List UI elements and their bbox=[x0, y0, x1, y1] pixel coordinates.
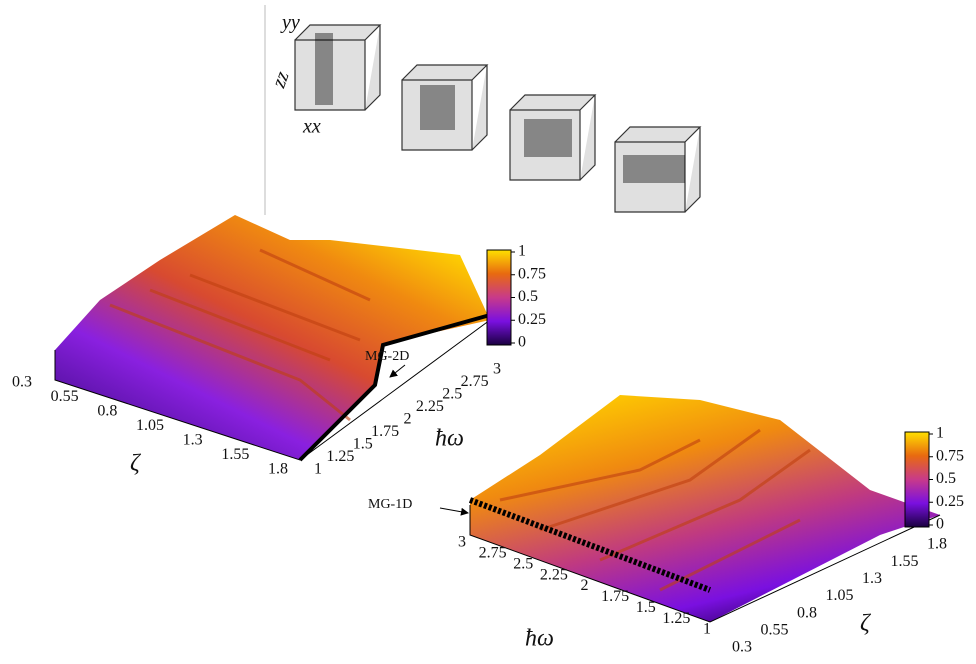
tick-label: 3 bbox=[458, 534, 466, 551]
colorbar bbox=[487, 250, 511, 345]
tick-label: 2.25 bbox=[416, 398, 444, 415]
tick-label: 0.55 bbox=[761, 622, 789, 639]
tick-label: 0.8 bbox=[97, 403, 117, 420]
tick-label: 2.75 bbox=[461, 373, 489, 390]
tick-label: 1.8 bbox=[268, 461, 288, 478]
colorbar-label: 0.75 bbox=[518, 265, 546, 282]
tick-label: 2 bbox=[581, 577, 589, 594]
tick-label: 1.75 bbox=[371, 423, 399, 440]
axis-label: ζ bbox=[860, 611, 872, 637]
tick-label: 1.55 bbox=[891, 553, 919, 570]
tick-label: 3 bbox=[493, 361, 501, 378]
colorbar-label: 1 bbox=[936, 425, 944, 442]
tick-label: 1.05 bbox=[136, 417, 164, 434]
colorbar-label: 0 bbox=[518, 334, 526, 351]
tick-label: 1.25 bbox=[662, 610, 690, 627]
tick-label: 1.8 bbox=[927, 536, 947, 553]
tick-label: 1 bbox=[703, 621, 711, 638]
tick-label: 1.75 bbox=[601, 588, 629, 605]
axis-label: ħω bbox=[525, 626, 554, 652]
colorbar-label: 0.25 bbox=[518, 311, 546, 328]
tick-label: 1.5 bbox=[353, 436, 373, 453]
tick-label: 1.5 bbox=[636, 599, 656, 616]
tick-label: 2.5 bbox=[442, 386, 462, 403]
tick-label: 1.55 bbox=[221, 446, 249, 463]
tick-label: 1.05 bbox=[826, 587, 854, 604]
colorbar bbox=[905, 432, 929, 527]
arrow bbox=[390, 365, 405, 377]
cubes bbox=[295, 25, 700, 212]
axis-label: ħω bbox=[435, 426, 464, 452]
colorbar-label: 0.5 bbox=[518, 288, 538, 305]
arrow bbox=[440, 508, 468, 513]
tick-label: 2.25 bbox=[540, 566, 568, 583]
tick-label: 2.5 bbox=[513, 555, 533, 572]
inset-label: zz bbox=[267, 68, 293, 91]
tick-label: 1.3 bbox=[862, 570, 882, 587]
tick-label: 0.3 bbox=[12, 374, 32, 391]
tick-label: 1.3 bbox=[183, 432, 203, 449]
colorbar-label: 0.5 bbox=[936, 470, 956, 487]
tick-label: 2.75 bbox=[479, 545, 507, 562]
axis-label: ζ bbox=[130, 451, 142, 477]
annotation: MG-2D bbox=[365, 349, 409, 364]
colorbar-label: 0 bbox=[936, 516, 944, 533]
figure: yy zz xx MG-2D MG-1D ζ ħω ħω ζ 0.3 0.55 0.… bbox=[0, 0, 976, 664]
annotation: MG-1D bbox=[368, 497, 412, 512]
inset-label: yy bbox=[280, 12, 300, 34]
tick-label: 0.8 bbox=[797, 604, 817, 621]
tick-label: 0.3 bbox=[732, 639, 752, 656]
colorbar-label: 1 bbox=[518, 243, 526, 260]
colorbar-label: 0.25 bbox=[936, 493, 964, 510]
inset-label: xx bbox=[302, 116, 321, 138]
tick-label: 1.25 bbox=[326, 448, 354, 465]
colorbar-label: 0.75 bbox=[936, 447, 964, 464]
tick-label: 2 bbox=[404, 411, 412, 428]
tick-label: 1 bbox=[314, 461, 322, 478]
tick-label: 0.55 bbox=[51, 388, 79, 405]
